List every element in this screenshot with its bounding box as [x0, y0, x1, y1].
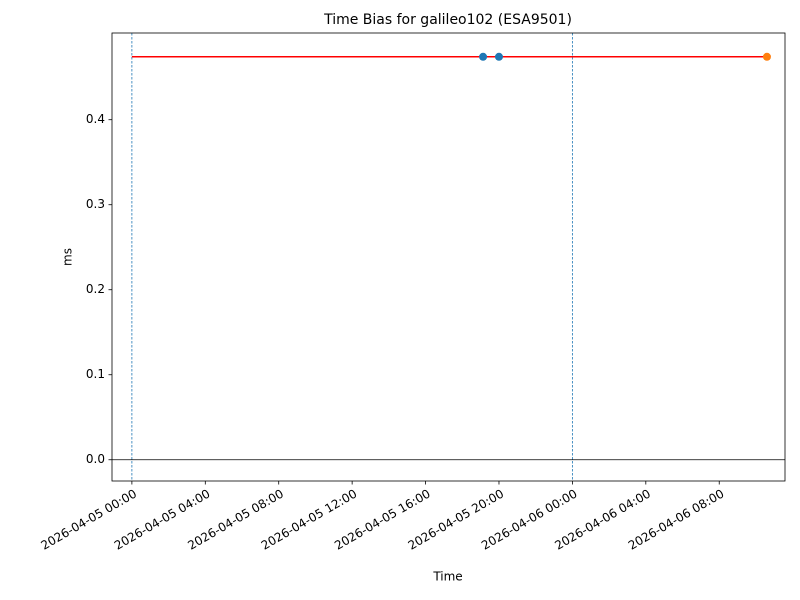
y-tick-label: 0.1 — [86, 367, 105, 381]
data-point — [479, 52, 488, 61]
data-point — [494, 52, 503, 61]
y-tick-label: 0.2 — [86, 282, 105, 296]
axes-frame — [111, 32, 786, 482]
chart-title: Time Bias for galileo102 (ESA9501) — [323, 12, 572, 28]
y-tick-label: 0.3 — [86, 197, 105, 211]
y-tick-label: 0.4 — [86, 112, 105, 126]
data-point — [762, 52, 771, 61]
y-tick-label: 0.0 — [86, 452, 105, 466]
y-axis-label: ms — [61, 248, 75, 266]
x-axis-label: Time — [432, 570, 462, 584]
